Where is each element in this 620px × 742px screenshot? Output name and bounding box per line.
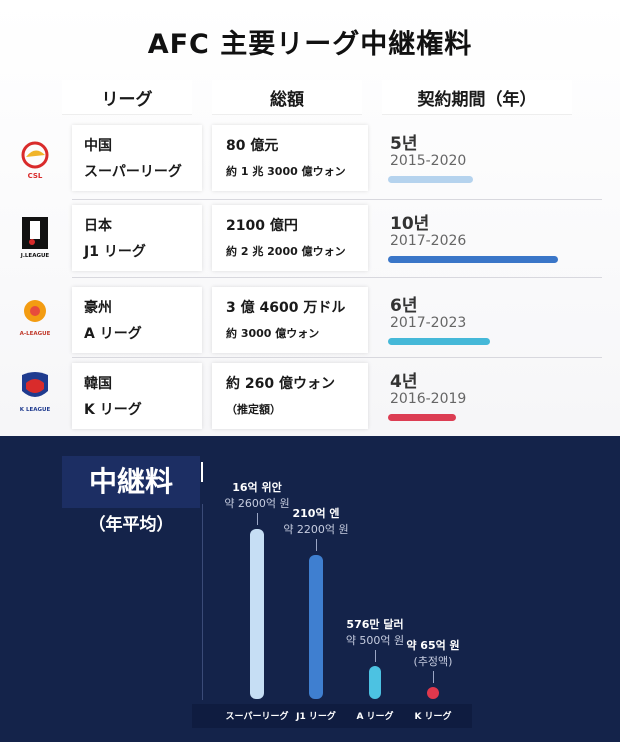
data-label-won: (추정액) (413, 655, 453, 668)
contract-years: 5년 (390, 134, 418, 154)
league-name: スーパーリーグ (84, 164, 182, 180)
total-amount-won: 約 2 兆 2000 億ウォン (226, 245, 346, 258)
contract-years: 10년 (390, 214, 430, 234)
data-label-won: 약 500억 원 (345, 634, 405, 647)
panel-title: 中継料 (88, 465, 173, 498)
chart-bar (369, 666, 381, 699)
data-label-value: 16억 위안 (232, 481, 282, 494)
row-divider (72, 357, 602, 358)
data-label: 약 65억 원 (추정액) (406, 637, 459, 669)
total-amount-won: 約 1 兆 3000 億ウォン (226, 165, 346, 178)
total-cell: 2100 億円 約 2 兆 2000 億ウォン (212, 205, 368, 271)
league-name-cell: 韓国 K リーグ (72, 363, 202, 429)
total-cell: 80 億元 約 1 兆 3000 億ウォン (212, 125, 368, 191)
contract-period-bar (388, 256, 558, 263)
table-row: K LEAGUE 韓国 K リーグ 約 260 億ウォン （推定額） 4년 20… (0, 363, 620, 429)
label-leader-line (316, 539, 317, 551)
kleague-logo: K LEAGUE (20, 372, 51, 413)
country-name: 中国 (84, 138, 112, 154)
total-cell: 3 億 4600 万ドル 約 3000 億ウォン (212, 287, 368, 353)
x-tick-label: A リーグ (356, 712, 394, 722)
contract-range: 2015-2020 (390, 153, 467, 169)
svg-text:CSL: CSL (28, 172, 43, 180)
data-label-won: 약 2600억 원 (224, 497, 290, 510)
league-name-cell: 中国 スーパーリーグ (72, 125, 202, 191)
csl-logo: CSL (21, 141, 49, 180)
contract-range: 2017-2026 (390, 233, 467, 249)
header-total: 総額 (212, 80, 362, 114)
header-league: リーグ (62, 80, 192, 114)
contract-range: 2017-2023 (390, 315, 467, 331)
label-leader-line (257, 513, 258, 525)
total-amount: 約 260 億ウォン (226, 376, 335, 392)
table-row: CSL 中国 スーパーリーグ 80 億元 約 1 兆 3000 億ウォン 5년 … (0, 125, 620, 191)
total-amount-won: （推定額） (226, 403, 281, 416)
header-period: 契約期間（年） (382, 80, 572, 114)
data-label-value: 576만 달러 (346, 618, 404, 631)
panel-subtitle: （年平均） (88, 515, 174, 535)
total-amount-won: 約 3000 億ウォン (226, 327, 320, 340)
panel-title-box (62, 456, 200, 508)
table-row: A-LEAGUE 豪州 A リーグ 3 億 4600 万ドル 約 3000 億ウ… (0, 287, 620, 353)
contract-years: 4년 (390, 372, 418, 392)
data-label-value: 210억 엔 (292, 507, 340, 520)
x-tick-label: K リーグ (414, 712, 452, 722)
table-row: J.LEAGUE 日本 J1 リーグ 2100 億円 約 2 兆 2000 億ウ… (0, 205, 620, 271)
country-name: 韓国 (84, 376, 112, 392)
x-tick-label: スーパーリーグ (225, 712, 289, 722)
svg-text:J.LEAGUE: J.LEAGUE (20, 253, 50, 259)
total-cell: 約 260 億ウォン （推定額） (212, 363, 368, 429)
page-title: AFC 主要リーグ中継権料 (147, 29, 473, 60)
label-leader-line (433, 671, 434, 683)
league-name: K リーグ (84, 402, 142, 418)
chart-bar (309, 555, 323, 699)
title-separator (201, 462, 203, 482)
contract-period-bar (388, 338, 490, 345)
contract-range: 2016-2019 (390, 391, 467, 407)
contract-period-bar (388, 414, 456, 421)
total-amount: 80 億元 (226, 138, 279, 154)
country-name: 日本 (84, 218, 112, 234)
contract-period-bar (388, 176, 473, 183)
data-label-won: 약 2200억 원 (283, 523, 349, 536)
league-name-cell: 豪州 A リーグ (72, 287, 202, 353)
league-name: J1 リーグ (84, 244, 146, 260)
svg-text:K LEAGUE: K LEAGUE (20, 407, 51, 413)
row-divider (72, 277, 602, 278)
label-leader-line (375, 650, 376, 662)
total-amount: 3 億 4600 万ドル (226, 300, 346, 316)
country-name: 豪州 (84, 300, 112, 316)
total-amount: 2100 億円 (226, 218, 298, 234)
contract-years: 6년 (390, 296, 418, 316)
league-name-cell: 日本 J1 リーグ (72, 205, 202, 271)
chart-bar (250, 529, 264, 699)
svg-text:A-LEAGUE: A-LEAGUE (20, 331, 51, 337)
chart-y-axis-line (202, 504, 203, 700)
aleague-logo: A-LEAGUE (20, 300, 51, 337)
row-divider (72, 199, 602, 200)
chart-bar (427, 687, 439, 699)
league-name: A リーグ (84, 326, 142, 342)
x-tick-label: J1 リーグ (296, 712, 336, 722)
x-axis-band (192, 704, 472, 728)
jleague-logo: J.LEAGUE (20, 217, 50, 259)
data-label-value: 약 65억 원 (406, 639, 460, 652)
